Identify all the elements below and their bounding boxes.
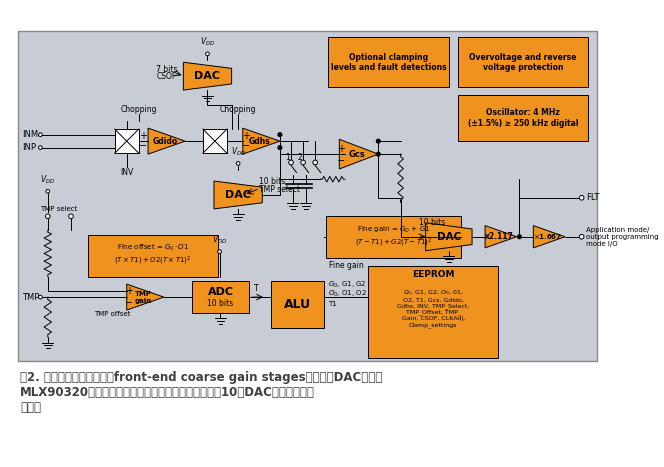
- Text: INP: INP: [22, 143, 36, 152]
- Text: T: T: [254, 284, 259, 293]
- Text: T1: T1: [328, 301, 337, 307]
- Text: Oscillator: 4 MHz
(±1.5%) ≥ 250 kHz digital: Oscillator: 4 MHz (±1.5%) ≥ 250 kHz digi…: [468, 108, 578, 127]
- Polygon shape: [485, 226, 517, 248]
- Circle shape: [301, 160, 305, 165]
- Text: 7 bits: 7 bits: [157, 65, 178, 74]
- Polygon shape: [426, 223, 472, 251]
- Circle shape: [579, 234, 584, 239]
- Text: Optional clamping
levels and fault detections: Optional clamping levels and fault detec…: [331, 52, 446, 72]
- Text: $\times$1.667: $\times$1.667: [533, 232, 562, 241]
- Text: Gcs: Gcs: [349, 149, 365, 159]
- Text: $V_{DD}$: $V_{DD}$: [230, 145, 246, 158]
- Text: DAC: DAC: [195, 71, 220, 81]
- Text: Fine gain: Fine gain: [329, 261, 364, 270]
- Circle shape: [46, 214, 50, 219]
- Circle shape: [289, 160, 293, 165]
- Text: TMP select: TMP select: [41, 205, 78, 212]
- Text: 10 bits: 10 bits: [419, 219, 446, 227]
- Bar: [88, 235, 218, 276]
- Text: Chopping: Chopping: [220, 105, 256, 114]
- Text: $V_{DD}$: $V_{DD}$: [212, 234, 227, 246]
- Bar: [192, 281, 249, 313]
- Polygon shape: [183, 62, 232, 90]
- Text: Gdido: Gdido: [152, 137, 177, 146]
- Text: DAC: DAC: [225, 190, 251, 200]
- Polygon shape: [243, 128, 280, 154]
- Text: 10 bits: 10 bits: [260, 177, 286, 186]
- Text: TMP offset: TMP offset: [94, 311, 131, 317]
- Bar: [368, 266, 498, 358]
- Text: TMP select: TMP select: [260, 185, 301, 194]
- Text: −: −: [242, 141, 250, 151]
- Text: 10 bits: 10 bits: [207, 299, 234, 308]
- Text: Chopping: Chopping: [121, 105, 157, 114]
- Text: +: +: [242, 132, 250, 142]
- Polygon shape: [127, 284, 164, 310]
- Circle shape: [39, 133, 42, 136]
- Circle shape: [46, 190, 50, 193]
- Text: EEPROM: EEPROM: [412, 270, 454, 279]
- Circle shape: [236, 162, 240, 165]
- Text: Overvoltage and reverse
voltage protection: Overvoltage and reverse voltage protecti…: [469, 52, 577, 72]
- Bar: [203, 129, 227, 153]
- Text: ALU: ALU: [284, 298, 311, 311]
- Text: 2: 2: [298, 153, 303, 163]
- Text: TMP
gain: TMP gain: [135, 290, 152, 304]
- Text: +: +: [139, 132, 147, 142]
- Text: $G_0$, G1, G2: $G_0$, G1, G2: [328, 280, 367, 290]
- Polygon shape: [214, 181, 262, 209]
- Bar: [115, 129, 139, 153]
- Text: 1: 1: [285, 153, 290, 163]
- Circle shape: [313, 160, 317, 165]
- Circle shape: [39, 146, 42, 149]
- Circle shape: [517, 235, 521, 239]
- Text: INV: INV: [120, 168, 133, 177]
- Text: Application mode/
output programming
mode I/O: Application mode/ output programming mod…: [586, 227, 659, 247]
- Text: x2.117: x2.117: [485, 232, 514, 241]
- Text: CSOF: CSOF: [157, 71, 177, 81]
- Text: TMP: TMP: [22, 293, 39, 302]
- Text: Fine offset = $G_0 \cdot O1$
$(T \times T1) + O2(T \times T1)^2$: Fine offset = $G_0 \cdot O1$ $(T \times …: [114, 243, 191, 268]
- Circle shape: [218, 250, 221, 254]
- Text: DAC: DAC: [437, 232, 461, 242]
- Circle shape: [39, 295, 42, 299]
- Text: $V_{DD}$: $V_{DD}$: [200, 36, 215, 48]
- Circle shape: [376, 139, 380, 143]
- Text: 图2. 除了前端粗调增益级（front-end coarse gain stages）的两个DAC以外，: 图2. 除了前端粗调增益级（front-end coarse gain stag…: [20, 371, 382, 384]
- Text: $G_0$, G1, G2, $O_0$, 01,
O2, T1, Gcs, Gdido,
Gdhs, INV, TMP_Select,
TMP_Offset,: $G_0$, G1, G2, $O_0$, 01, O2, T1, Gcs, G…: [397, 288, 469, 328]
- Text: 校准。: 校准。: [20, 401, 41, 414]
- Text: Fine gain = $G_D$ + $G1$
$(T-T1) + G2(T-T1)^2$: Fine gain = $G_D$ + $G1$ $(T-T1) + G2(T-…: [355, 225, 432, 249]
- Bar: [271, 281, 325, 328]
- Bar: [328, 37, 449, 87]
- Polygon shape: [339, 139, 378, 169]
- Bar: [18, 31, 598, 361]
- Text: Gdhs: Gdhs: [248, 137, 270, 146]
- Text: INM: INM: [22, 130, 38, 139]
- Text: ADC: ADC: [207, 288, 234, 297]
- Bar: [458, 37, 588, 87]
- Bar: [458, 95, 588, 141]
- Text: FLT: FLT: [586, 193, 600, 202]
- Polygon shape: [148, 128, 185, 154]
- Circle shape: [206, 52, 209, 56]
- Text: −: −: [337, 156, 345, 166]
- Bar: [326, 216, 461, 258]
- Circle shape: [68, 214, 73, 219]
- Text: MLX90320传感器接口的架构还在输出级有一个额外的10位DAC，以保证精确: MLX90320传感器接口的架构还在输出级有一个额外的10位DAC，以保证精确: [20, 386, 315, 399]
- Circle shape: [579, 195, 584, 200]
- Text: $V_{DD}$: $V_{DD}$: [41, 173, 55, 186]
- Text: +: +: [125, 286, 133, 296]
- Text: $O_0$, O1, O2: $O_0$, O1, O2: [328, 289, 367, 299]
- Circle shape: [278, 146, 282, 149]
- Circle shape: [278, 133, 282, 136]
- Polygon shape: [533, 226, 565, 248]
- Text: +: +: [337, 144, 345, 155]
- Circle shape: [376, 152, 380, 156]
- Text: −: −: [139, 141, 147, 151]
- Text: −: −: [125, 297, 133, 308]
